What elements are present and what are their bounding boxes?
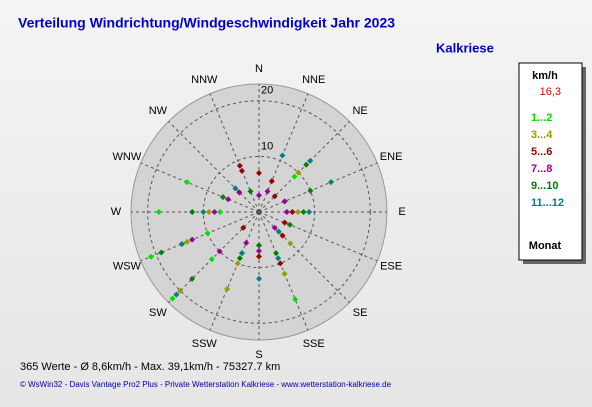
data-point — [234, 260, 241, 267]
data-point — [169, 295, 176, 302]
data-point — [292, 296, 299, 303]
credit: © WsWin32 - Davis Vantage Pro2 Plus - Pr… — [20, 380, 392, 389]
data-point — [287, 240, 294, 247]
data-point — [279, 232, 286, 239]
direction-label: WSW — [113, 261, 142, 273]
direction-label: NNW — [191, 74, 218, 86]
data-point — [306, 209, 313, 215]
data-point — [303, 161, 310, 168]
data-point — [204, 230, 211, 237]
data-point — [307, 187, 314, 194]
legend-box — [518, 62, 583, 261]
legend-entry: 7...8 — [531, 163, 552, 175]
data-point — [205, 209, 212, 215]
data-point — [184, 238, 191, 245]
direction-label: NNE — [302, 74, 325, 86]
data-point — [295, 169, 302, 176]
data-point — [300, 209, 307, 215]
data-point — [281, 219, 288, 226]
data-point — [189, 236, 196, 243]
data-point — [189, 209, 196, 215]
data-point — [184, 179, 191, 186]
data-point — [256, 170, 262, 177]
data-point — [256, 253, 262, 260]
direction-label: ESE — [380, 261, 402, 273]
data-point — [275, 228, 282, 235]
data-point — [273, 250, 280, 257]
data-point — [177, 287, 184, 294]
data-point — [277, 260, 284, 267]
data-point — [224, 286, 231, 293]
legend-entry: 5...6 — [531, 146, 552, 158]
direction-label: NE — [352, 105, 367, 117]
data-point — [256, 192, 262, 199]
legend-value: 16,3 — [540, 86, 561, 98]
data-point — [220, 194, 227, 201]
data-point — [327, 179, 334, 186]
data-point — [238, 250, 245, 257]
legend-footer: Monat — [529, 240, 562, 252]
data-point — [173, 291, 180, 298]
data-point — [225, 196, 232, 203]
data-point — [208, 256, 215, 263]
data-point — [271, 193, 278, 200]
direction-label: E — [398, 206, 405, 218]
data-point — [238, 167, 245, 174]
data-point — [256, 242, 262, 249]
data-point — [271, 224, 278, 231]
chart-title: Verteilung Windrichtung/Windgeschwindigk… — [18, 15, 395, 31]
data-point — [158, 249, 165, 256]
summary: 365 Werte - Ø 8,6km/h - Max. 39,1km/h - … — [20, 361, 280, 373]
data-point — [294, 209, 301, 215]
legend-entry: 9...10 — [531, 180, 559, 192]
data-point — [281, 198, 288, 205]
data-point — [247, 188, 254, 195]
data-point — [189, 275, 196, 282]
direction-label: SSW — [192, 338, 218, 350]
data-point — [256, 247, 262, 254]
data-point — [279, 152, 286, 159]
data-point — [236, 162, 243, 169]
legend-entry: 11...12 — [531, 197, 564, 209]
legend-title: km/h — [532, 70, 558, 82]
data-point — [148, 253, 155, 260]
data-point — [268, 178, 275, 185]
data-point — [236, 255, 243, 262]
data-point — [236, 189, 243, 196]
data-point — [264, 188, 271, 195]
data-point — [211, 209, 218, 215]
direction-label: WNW — [113, 151, 142, 163]
direction-label: SW — [149, 307, 167, 319]
station: Kalkriese — [436, 40, 494, 55]
r-tick-label: 20 — [261, 85, 273, 97]
legend-entry: 1...2 — [531, 112, 552, 124]
legend-entry: 3...4 — [531, 129, 553, 141]
data-point — [217, 209, 224, 215]
direction-label: SSE — [303, 338, 325, 350]
direction-label: W — [111, 206, 122, 218]
direction-label: NW — [149, 105, 168, 117]
direction-label: SE — [353, 307, 368, 319]
data-point — [240, 224, 247, 231]
data-point — [243, 239, 250, 246]
data-point — [216, 248, 223, 255]
grid-circle — [147, 100, 371, 324]
data-point — [281, 270, 288, 277]
data-point — [200, 209, 207, 215]
data-point — [256, 275, 262, 282]
data-point — [275, 255, 282, 262]
data-point — [291, 173, 298, 180]
direction-label: S — [255, 349, 262, 361]
data-point — [289, 209, 296, 215]
data-point — [307, 157, 314, 164]
direction-label: ENE — [380, 151, 403, 163]
direction-label: N — [255, 63, 263, 75]
data-point — [286, 221, 293, 228]
data-point — [283, 209, 290, 215]
data-point — [155, 209, 162, 215]
data-point — [232, 185, 239, 192]
r-tick-label: 10 — [261, 140, 273, 152]
data-point — [178, 240, 185, 247]
